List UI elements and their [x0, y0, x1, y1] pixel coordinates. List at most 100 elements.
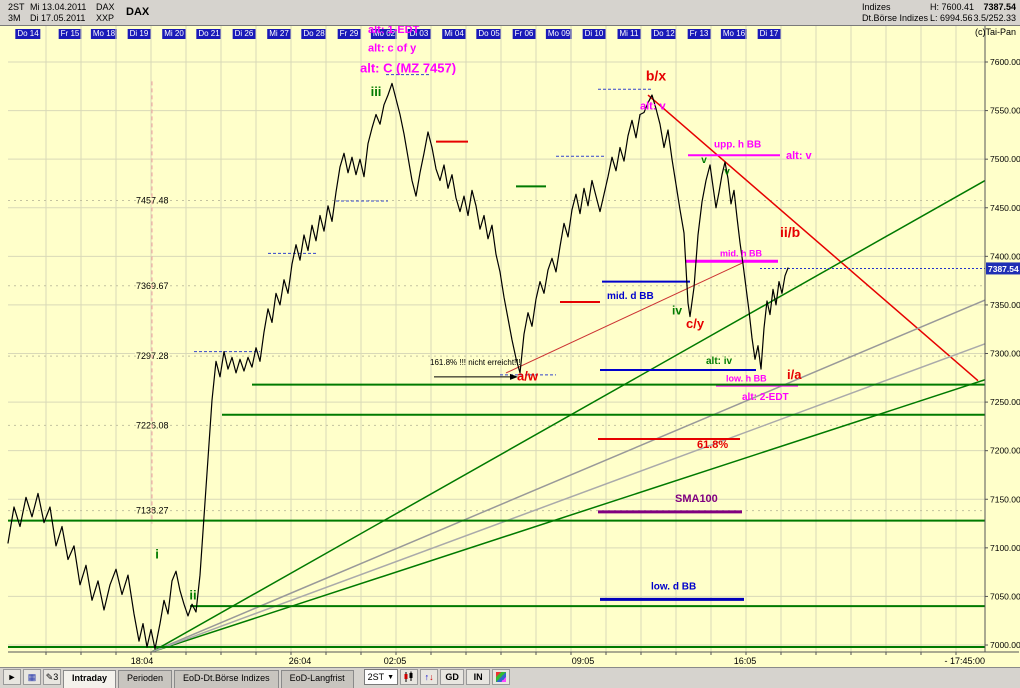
gd-indicator-button[interactable]: GD: [440, 669, 465, 685]
date-tab-mi-20: Mi 20: [162, 29, 186, 39]
price-line: [7, 82, 789, 650]
annotation-upp-h-bb[interactable]: upp. h BB: [714, 140, 761, 151]
bottom-toolbar: ► ▦ ✎3 Intraday Perioden EoD-Dt.Börse In…: [0, 667, 1020, 688]
annotation-c-y[interactable]: c/y: [686, 316, 705, 331]
price-axis-label: 7100.00: [990, 543, 1020, 553]
window-grid-icon[interactable]: ▦: [23, 669, 41, 685]
date-tab-mo-02: Mo 02: [370, 29, 398, 39]
candlestick-chart-icon[interactable]: [400, 669, 419, 685]
tab-eod-langfrist[interactable]: EoD-Langfrist: [280, 669, 354, 688]
time-axis-label: 09:05: [572, 656, 595, 666]
annotation-v[interactable]: v: [724, 167, 730, 178]
active-symbol: DAX: [126, 6, 150, 18]
updown-arrows-icon[interactable]: ↑ ↓: [420, 669, 439, 685]
header-last-price: 7387.54: [983, 2, 1016, 12]
color-palette-icon[interactable]: [492, 669, 511, 685]
date-tab-mi-27: Mi 27: [267, 29, 291, 39]
candlestick-glyph: [404, 671, 413, 682]
annotation-alt-c-of-y[interactable]: alt: c of y: [368, 42, 417, 54]
last-price-badge: [986, 262, 1020, 275]
last-price-value: 7387.54: [988, 264, 1019, 274]
price-axis-label: 7150.00: [990, 494, 1020, 504]
timeframe-label-2: 3M: [8, 13, 21, 23]
date-label-1: Mi 13.04.2011: [30, 2, 87, 12]
down-arrow-icon: ↓: [429, 672, 434, 682]
annotation-61-8[interactable]: 61.8%: [697, 439, 728, 451]
annotation-mid-h-bb[interactable]: mid. h BB: [720, 248, 762, 258]
price-axis-label: 7250.00: [990, 397, 1020, 407]
color-swatch: [496, 672, 507, 682]
price-axis-label: 7500.00: [990, 154, 1020, 164]
in-indicator-button[interactable]: IN: [466, 669, 491, 685]
resistance-trendline: [647, 94, 979, 382]
annotation-i[interactable]: i: [155, 547, 159, 562]
price-axis-label: 7400.00: [990, 251, 1020, 261]
symbol-label-1: DAX: [96, 2, 115, 12]
time-axis-label: 02:05: [384, 656, 407, 666]
annotation-i-a[interactable]: i/a: [787, 367, 802, 382]
up-arrow-icon: ↑: [424, 672, 430, 682]
annotation-low-d-bb[interactable]: low. d BB: [651, 582, 696, 593]
date-tab-do-21: Do 21: [196, 29, 222, 39]
date-tab-mo-18: Mo 18: [90, 29, 118, 39]
tab-eod-dtboerse-indizes[interactable]: EoD-Dt.Börse Indizes: [174, 669, 279, 688]
arrow-head-icon: [510, 373, 518, 380]
pencil-icon[interactable]: ✎3: [43, 669, 61, 685]
date-tab-do-05: Do 05: [476, 29, 502, 39]
date-tab-do-12: Do 12: [651, 29, 677, 39]
price-chart-canvas[interactable]: 7457.487369.677297.287226.087138.27alt: …: [0, 26, 1020, 668]
tab-intraday[interactable]: Intraday: [63, 669, 117, 688]
annotation-b-x[interactable]: b/x: [646, 68, 666, 84]
date-tab-fr-15: Fr 15: [58, 29, 82, 39]
annotation-alt-iv[interactable]: alt: iv: [706, 356, 733, 367]
date-tab-do-28: Do 28: [301, 29, 327, 39]
annotation-low-h-bb[interactable]: low. h BB: [726, 374, 767, 384]
date-tab-di-10: Di 10: [582, 29, 606, 39]
date-tab-fr-13: Fr 13: [687, 29, 711, 39]
annotation-ii-b[interactable]: ii/b: [780, 224, 800, 240]
minor-trendline: [505, 261, 745, 374]
chart-area[interactable]: Do 14 Fr 15 Mo 18 Di 19 Mi 20 Do 21 Di 26 Mi 27…: [0, 26, 1020, 668]
timeframe-dropdown[interactable]: 2ST ▼: [363, 669, 399, 685]
price-axis-label: 7600.00: [990, 57, 1020, 67]
end-time-label: - 17:45:00: [944, 656, 985, 666]
period-high-value: H: 7600.41: [930, 2, 975, 12]
time-axis-label: 26:04: [289, 656, 312, 666]
price-axis-label: 7200.00: [990, 446, 1020, 456]
timeframe-value: 2ST: [367, 672, 385, 682]
annotation-iii[interactable]: iii: [371, 84, 382, 99]
annotation-alt-v[interactable]: alt: v: [640, 101, 667, 113]
time-axis-label: 18:04: [131, 656, 154, 666]
date-tab-mo-16: Mo 16: [720, 29, 748, 39]
range-value: 3.5/252.33: [973, 13, 1016, 23]
annotation-alt-1-edt[interactable]: alt: 1-EDT: [368, 26, 420, 36]
index-group-label-2: Dt.Börse Indizes: [862, 13, 929, 23]
price-axis-label: 7550.00: [990, 106, 1020, 116]
date-tab-di-03: Di 03: [407, 29, 431, 39]
annotation-iv[interactable]: iv: [672, 304, 682, 318]
play-icon[interactable]: ►: [3, 669, 21, 685]
date-tab-di-19: Di 19: [127, 29, 151, 39]
period-low-value: L: 6994.56: [930, 13, 973, 23]
annotation-alt-c-mz-7457[interactable]: alt: C (MZ 7457): [360, 61, 456, 76]
annotation-ii[interactable]: ii: [189, 587, 196, 602]
date-tab-mo-09: Mo 09: [545, 29, 573, 39]
tab-perioden[interactable]: Perioden: [118, 669, 173, 688]
uptrend-fan-shallow: [151, 379, 986, 653]
annotation-v[interactable]: v: [701, 155, 707, 166]
annotation-a-w[interactable]: a/w: [517, 369, 539, 384]
date-tab-fr-29: Fr 29: [337, 29, 361, 39]
annotation-alt-v[interactable]: alt: v: [786, 150, 813, 162]
annotation-sma100[interactable]: SMA100: [675, 493, 718, 505]
date-tab-mi-11: Mi 11: [617, 29, 641, 39]
annotation-alt-2-edt[interactable]: alt: 2-EDT: [742, 392, 789, 403]
price-axis-label: 7450.00: [990, 203, 1020, 213]
chevron-down-icon: ▼: [387, 673, 395, 681]
price-axis-label: 7300.00: [990, 349, 1020, 359]
price-axis-label: 7000.00: [990, 640, 1020, 650]
date-tab-di-17: Di 17: [757, 29, 781, 39]
annotation-161-8-nicht-erreicht[interactable]: 161.8% !!! nicht erreicht!!!: [430, 358, 521, 367]
annotation-mid-d-bb[interactable]: mid. d BB: [607, 291, 654, 302]
copyright-label: (c)Tai-Pan: [974, 27, 1016, 37]
uptrend-fan-steep: [151, 179, 986, 653]
